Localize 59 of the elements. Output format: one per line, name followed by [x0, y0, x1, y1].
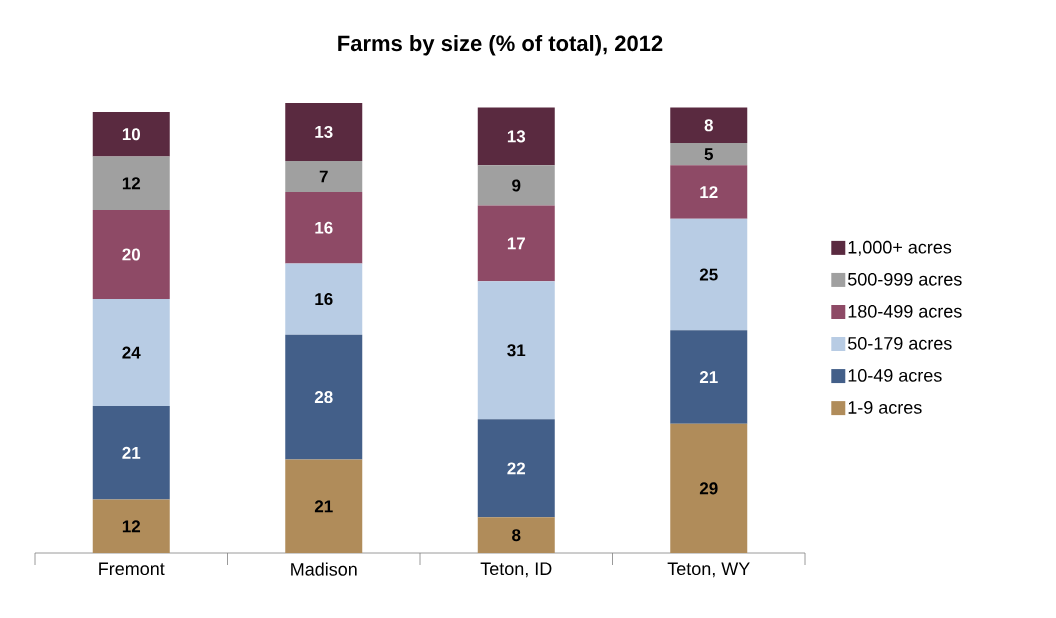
bar	[670, 330, 748, 424]
data-label: 13	[315, 125, 333, 138]
legend-label: 50-179 acres	[848, 337, 952, 350]
bar	[670, 423, 748, 553]
x-tick-label: Fremont	[99, 562, 165, 576]
bar	[285, 192, 363, 264]
data-label: 12	[122, 177, 141, 190]
bar	[670, 107, 748, 144]
bar	[670, 143, 748, 166]
legend-label: 10-49 acres	[848, 369, 942, 382]
bar	[92, 156, 170, 210]
legend-label: 180-499 acres	[848, 304, 962, 318]
bar	[285, 263, 363, 335]
bar	[92, 405, 170, 500]
bar	[92, 499, 170, 553]
chart-title: Farms by size (% of total), 2012	[338, 34, 663, 56]
data-label: 10	[122, 128, 140, 141]
data-label: 31	[507, 344, 526, 357]
bar	[285, 160, 363, 193]
data-label: 28	[314, 391, 333, 404]
data-label: 5	[704, 148, 714, 161]
bar	[285, 459, 363, 553]
legend-label: 1,000+ acres	[848, 240, 952, 256]
data-label: 25	[699, 268, 718, 281]
data-label: 8	[512, 529, 521, 542]
data-label: 16	[315, 221, 333, 234]
bar	[477, 165, 555, 206]
x-tick-label: Teton, WY	[667, 562, 750, 578]
data-label: 21	[699, 371, 718, 383]
data-label: 7	[319, 170, 328, 183]
bar	[670, 165, 748, 219]
data-label: 9	[512, 179, 521, 192]
data-label: 22	[507, 462, 526, 475]
data-label: 24	[122, 346, 141, 359]
legend-label: 1-9 acres	[848, 401, 922, 414]
bar	[477, 205, 555, 282]
data-label: 29	[699, 482, 718, 495]
bar	[670, 218, 748, 331]
data-label: 21	[122, 446, 141, 459]
x-tick-label: Teton, ID	[480, 562, 552, 578]
bar	[92, 209, 170, 300]
legend-label: 500-999 acres	[848, 272, 962, 286]
bar	[477, 107, 555, 166]
data-label: 16	[315, 293, 333, 306]
data-label: 12	[700, 186, 718, 199]
x-tick-label: Madison	[291, 562, 357, 576]
data-label: 17	[507, 237, 525, 250]
data-label: 20	[122, 248, 140, 261]
bar	[92, 299, 170, 406]
data-label: 21	[314, 500, 333, 513]
data-label: 13	[507, 130, 526, 143]
bar	[477, 281, 555, 420]
bar	[92, 111, 170, 157]
data-label: 8	[704, 119, 713, 132]
data-label: 12	[122, 520, 141, 533]
bar	[477, 419, 555, 518]
bar	[477, 517, 555, 553]
bar	[285, 334, 363, 460]
bar	[285, 102, 363, 161]
